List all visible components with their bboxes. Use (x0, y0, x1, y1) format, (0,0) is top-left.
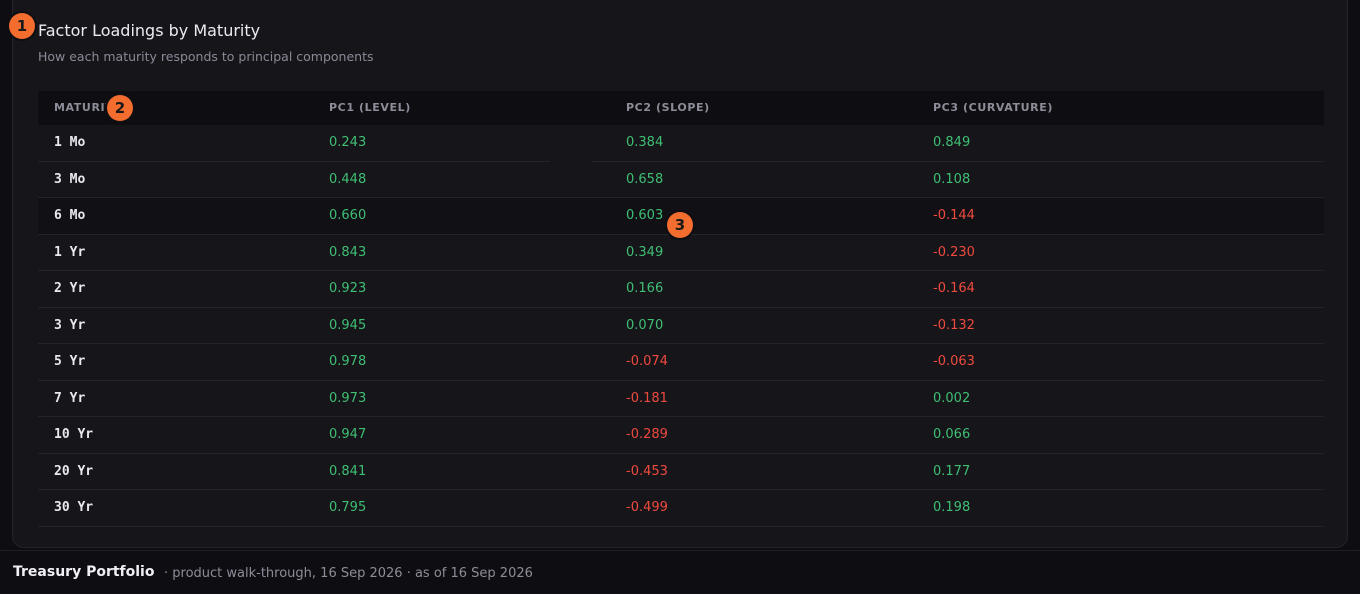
pc3-loading-cell: -0.063 (933, 354, 975, 369)
table-row[interactable]: 30 Yr 0.795 -0.499 0.198 (38, 490, 1324, 527)
maturity-cell: 2 Yr (54, 281, 86, 296)
pc1-loading-cell: 0.841 (329, 463, 367, 479)
table-row[interactable]: 1 Mo 0.243 0.384 0.849 (38, 125, 1324, 162)
maturity-cell: 6 Mo (54, 208, 86, 223)
pc1-loading-cell: 0.843 (329, 244, 367, 260)
table-header: MATURITY PC1 (LEVEL) PC2 (SLOPE) PC3 (CU… (38, 91, 1324, 125)
card-subtitle: How each maturity responds to principal … (38, 49, 374, 64)
pc2-loading-cell: 0.384 (626, 135, 664, 150)
pc3-loading-cell: 0.066 (933, 427, 971, 442)
pc2-loading-cell: 0.603 (626, 208, 664, 223)
pc2-loading-cell: 0.166 (626, 281, 664, 296)
pc2-loading-cell: 0.658 (626, 171, 664, 187)
pc3-loading-cell: 0.108 (933, 171, 971, 187)
pc3-loading-cell: 0.849 (933, 135, 971, 150)
table-body: 1 Mo 0.243 0.384 0.849 3 Mo 0.448 0.658 0.108 6 … (38, 125, 1324, 527)
pc2-loading-cell: -0.453 (626, 463, 668, 479)
table-row[interactable]: 5 Yr 0.978 -0.074 -0.063 (38, 344, 1324, 381)
maturity-cell: 20 Yr (54, 463, 94, 479)
pc2-loading-cell: 0.070 (626, 317, 664, 333)
footer: Treasury Portfolio · product walk-throug… (0, 550, 1360, 594)
column-header-pc2[interactable]: PC2 (SLOPE) (626, 101, 710, 114)
pc1-loading-cell: 0.978 (329, 354, 367, 369)
pc1-loading-cell: 0.947 (329, 427, 367, 442)
pc1-loading-cell: 0.448 (329, 171, 367, 187)
row-divider (592, 160, 1324, 162)
pc2-loading-cell: -0.499 (626, 500, 668, 515)
pc1-loading-cell: 0.923 (329, 281, 367, 296)
annotation-badge-3: 3 (667, 212, 693, 238)
table-row[interactable]: 3 Mo 0.448 0.658 0.108 (38, 162, 1324, 198)
card-title: Factor Loadings by Maturity (38, 21, 261, 40)
maturity-cell: 5 Yr (54, 354, 86, 369)
table-row[interactable]: 3 Yr 0.945 0.070 -0.132 (38, 308, 1324, 344)
maturity-cell: 3 Mo (54, 171, 86, 187)
pc1-loading-cell: 0.945 (329, 317, 367, 333)
maturity-cell: 30 Yr (54, 500, 94, 515)
pc3-loading-cell: -0.164 (933, 281, 975, 296)
pc3-loading-cell: 0.177 (933, 463, 971, 479)
pc3-loading-cell: 0.002 (933, 390, 971, 406)
pc2-loading-cell: 0.349 (626, 244, 664, 260)
maturity-cell: 3 Yr (54, 317, 86, 333)
footer-brand: Treasury Portfolio (13, 564, 155, 580)
maturity-cell: 1 Yr (54, 244, 86, 260)
pc2-loading-cell: -0.181 (626, 390, 668, 406)
pc2-loading-cell: -0.074 (626, 354, 668, 369)
pc3-loading-cell: -0.230 (933, 244, 975, 260)
column-header-maturity[interactable]: MATURITY (54, 101, 110, 114)
column-header-pc3[interactable]: PC3 (CURVATURE) (933, 101, 1053, 114)
maturity-cell: 10 Yr (54, 427, 94, 442)
pc3-loading-cell: -0.132 (933, 317, 975, 333)
column-header-pc1[interactable]: PC1 (LEVEL) (329, 101, 411, 114)
maturity-cell: 1 Mo (54, 135, 86, 150)
table-row[interactable]: 7 Yr 0.973 -0.181 0.002 (38, 381, 1324, 417)
pc1-loading-cell: 0.795 (329, 500, 367, 515)
factor-loadings-card: Factor Loadings by Maturity How each mat… (12, 0, 1348, 548)
table-row[interactable]: 10 Yr 0.947 -0.289 0.066 (38, 417, 1324, 454)
pc3-loading-cell: 0.198 (933, 500, 971, 515)
row-divider (38, 160, 550, 162)
table-row[interactable]: 20 Yr 0.841 -0.453 0.177 (38, 454, 1324, 490)
pc1-loading-cell: 0.660 (329, 208, 367, 223)
annotation-badge-1: 1 (9, 13, 35, 39)
table-row[interactable]: 2 Yr 0.923 0.166 -0.164 (38, 271, 1324, 308)
pc1-loading-cell: 0.973 (329, 390, 367, 406)
footer-meta: · product walk-through, 16 Sep 2026 · as… (164, 566, 533, 581)
pc2-loading-cell: -0.289 (626, 427, 668, 442)
table-row[interactable]: 1 Yr 0.843 0.349 -0.230 (38, 235, 1324, 271)
annotation-badge-2: 2 (107, 95, 133, 121)
pc3-loading-cell: -0.144 (933, 208, 975, 223)
pc1-loading-cell: 0.243 (329, 135, 367, 150)
maturity-cell: 7 Yr (54, 390, 86, 406)
factor-loadings-table: MATURITY PC1 (LEVEL) PC2 (SLOPE) PC3 (CU… (38, 91, 1324, 527)
